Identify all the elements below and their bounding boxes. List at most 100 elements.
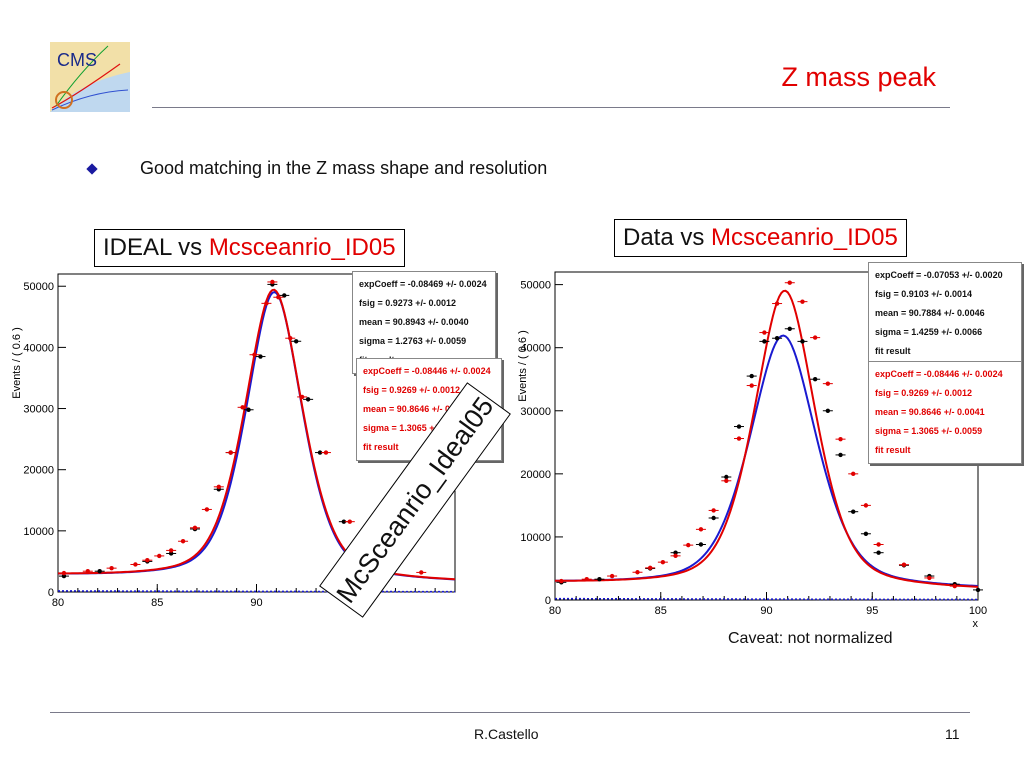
- fit-line: fsig = 0.9273 +/- 0.0012: [359, 298, 457, 308]
- fit-line: sigma = 1.3065 +/- 0.0059: [363, 423, 471, 433]
- data-point: [749, 373, 754, 379]
- y-tick-label: 0: [545, 595, 551, 607]
- fit-line: fit result: [363, 442, 399, 452]
- fit-line: fit result: [875, 346, 911, 356]
- x-tick-label: 90: [760, 605, 772, 617]
- data-point: [736, 436, 742, 441]
- footer-author: R.Castello: [474, 726, 539, 742]
- data-point: [294, 339, 299, 344]
- right-fit-box-red: expCoeff = -0.08446 +/- 0.0024 fsig = 0.…: [868, 361, 1022, 464]
- fit-line: sigma = 1.4259 +/- 0.0066: [875, 327, 983, 337]
- y-axis-label: Events / ( 0.6 ): [517, 330, 529, 402]
- fit-line: expCoeff = -0.07053 +/- 0.0020: [875, 270, 1003, 280]
- data-point: [660, 559, 666, 565]
- data-point: [724, 474, 729, 480]
- left-fit-box-black: expCoeff = -0.08469 +/- 0.0024 fsig = 0.…: [352, 271, 496, 374]
- fit-line: sigma = 1.3065 +/- 0.0059: [875, 426, 983, 436]
- data-point: [673, 553, 678, 559]
- data-point: [851, 509, 856, 514]
- data-point: [686, 542, 691, 548]
- data-point: [97, 569, 102, 574]
- footer-divider: [50, 712, 970, 713]
- data-point: [800, 339, 805, 344]
- data-point: [282, 293, 287, 298]
- data-point: [787, 326, 792, 331]
- footer-page-number: 11: [945, 726, 960, 742]
- data-point: [609, 573, 615, 579]
- data-point: [240, 405, 245, 410]
- data-point: [774, 336, 780, 341]
- fit-line: sigma = 1.2763 +/- 0.0059: [359, 336, 467, 346]
- fit-line: expCoeff = -0.08469 +/- 0.0024: [359, 279, 487, 289]
- data-point: [317, 450, 323, 455]
- title-divider: [152, 107, 950, 108]
- x-tick-label: 80: [549, 605, 561, 617]
- caveat-note: Caveat: not normalized: [728, 630, 893, 647]
- x-tick-label: 80: [52, 597, 64, 609]
- data-point: [774, 301, 780, 306]
- data-point: [863, 503, 869, 508]
- data-point: [168, 548, 174, 553]
- x-tick-label: 100: [969, 605, 987, 617]
- data-point: [584, 576, 589, 582]
- data-point: [419, 570, 424, 575]
- data-point: [800, 299, 805, 304]
- y-tick-label: 20000: [23, 465, 54, 477]
- x-tick-label: 95: [866, 605, 878, 617]
- data-point: [647, 565, 653, 571]
- data-point: [258, 354, 263, 359]
- data-point: [61, 570, 67, 576]
- y-tick-label: 10000: [23, 526, 54, 538]
- y-tick-label: 40000: [23, 342, 54, 354]
- x-tick-label: 85: [655, 605, 667, 617]
- svg-text:CMS: CMS: [57, 50, 97, 70]
- data-point: [698, 542, 704, 547]
- slide-title: Z mass peak: [781, 62, 936, 92]
- right-heading-prefix: Data vs: [623, 224, 705, 251]
- y-tick-label: 40000: [520, 343, 551, 355]
- data-point: [305, 397, 311, 402]
- data-point: [341, 519, 347, 524]
- data-point: [270, 279, 275, 285]
- data-point: [927, 575, 932, 581]
- y-tick-label: 10000: [520, 532, 551, 544]
- data-point: [736, 424, 742, 429]
- data-point: [192, 525, 198, 530]
- fit-line: mean = 90.7884 +/- 0.0046: [875, 308, 985, 318]
- data-point: [180, 539, 186, 544]
- data-point: [787, 280, 792, 285]
- data-point: [635, 570, 640, 575]
- data-point: [711, 515, 716, 521]
- fit-line: fit result: [875, 445, 911, 455]
- data-point: [559, 578, 564, 584]
- data-point: [264, 301, 269, 306]
- left-heading-prefix: IDEAL vs: [103, 234, 203, 261]
- data-point: [216, 484, 221, 490]
- data-point: [698, 527, 704, 532]
- cms-logo: CMS: [50, 42, 130, 112]
- fit-line: expCoeff = -0.08446 +/- 0.0024: [875, 369, 1003, 379]
- data-point: [952, 583, 957, 589]
- data-point: [901, 562, 907, 567]
- data-point: [876, 542, 881, 547]
- right-plot: 0 10000 20000 30000 40000 50000 80 85 90 95 100 Eve…: [517, 271, 987, 630]
- data-point: [975, 587, 981, 593]
- left-plot-heading: IDEAL vs Mcsceanrio_ID05: [94, 229, 405, 267]
- data-point: [109, 565, 114, 571]
- data-point: [157, 553, 162, 559]
- fit-curve: [554, 289, 979, 588]
- data-point: [276, 295, 281, 300]
- data-point: [851, 471, 856, 477]
- fit-line: expCoeff = -0.08446 +/- 0.0024: [363, 366, 491, 376]
- fit-line: fsig = 0.9269 +/- 0.0012: [363, 385, 461, 395]
- data-point: [347, 519, 352, 524]
- data-point: [876, 550, 881, 555]
- left-heading-highlight: Mcsceanrio_ID05: [208, 234, 396, 261]
- bullet-diamond-icon: [86, 163, 98, 175]
- data-point: [288, 336, 293, 341]
- data-point: [61, 573, 67, 579]
- y-tick-label: 0: [48, 587, 54, 599]
- y-tick-label: 50000: [23, 281, 54, 293]
- x-axis-label: x: [973, 618, 979, 630]
- data-point: [246, 407, 251, 412]
